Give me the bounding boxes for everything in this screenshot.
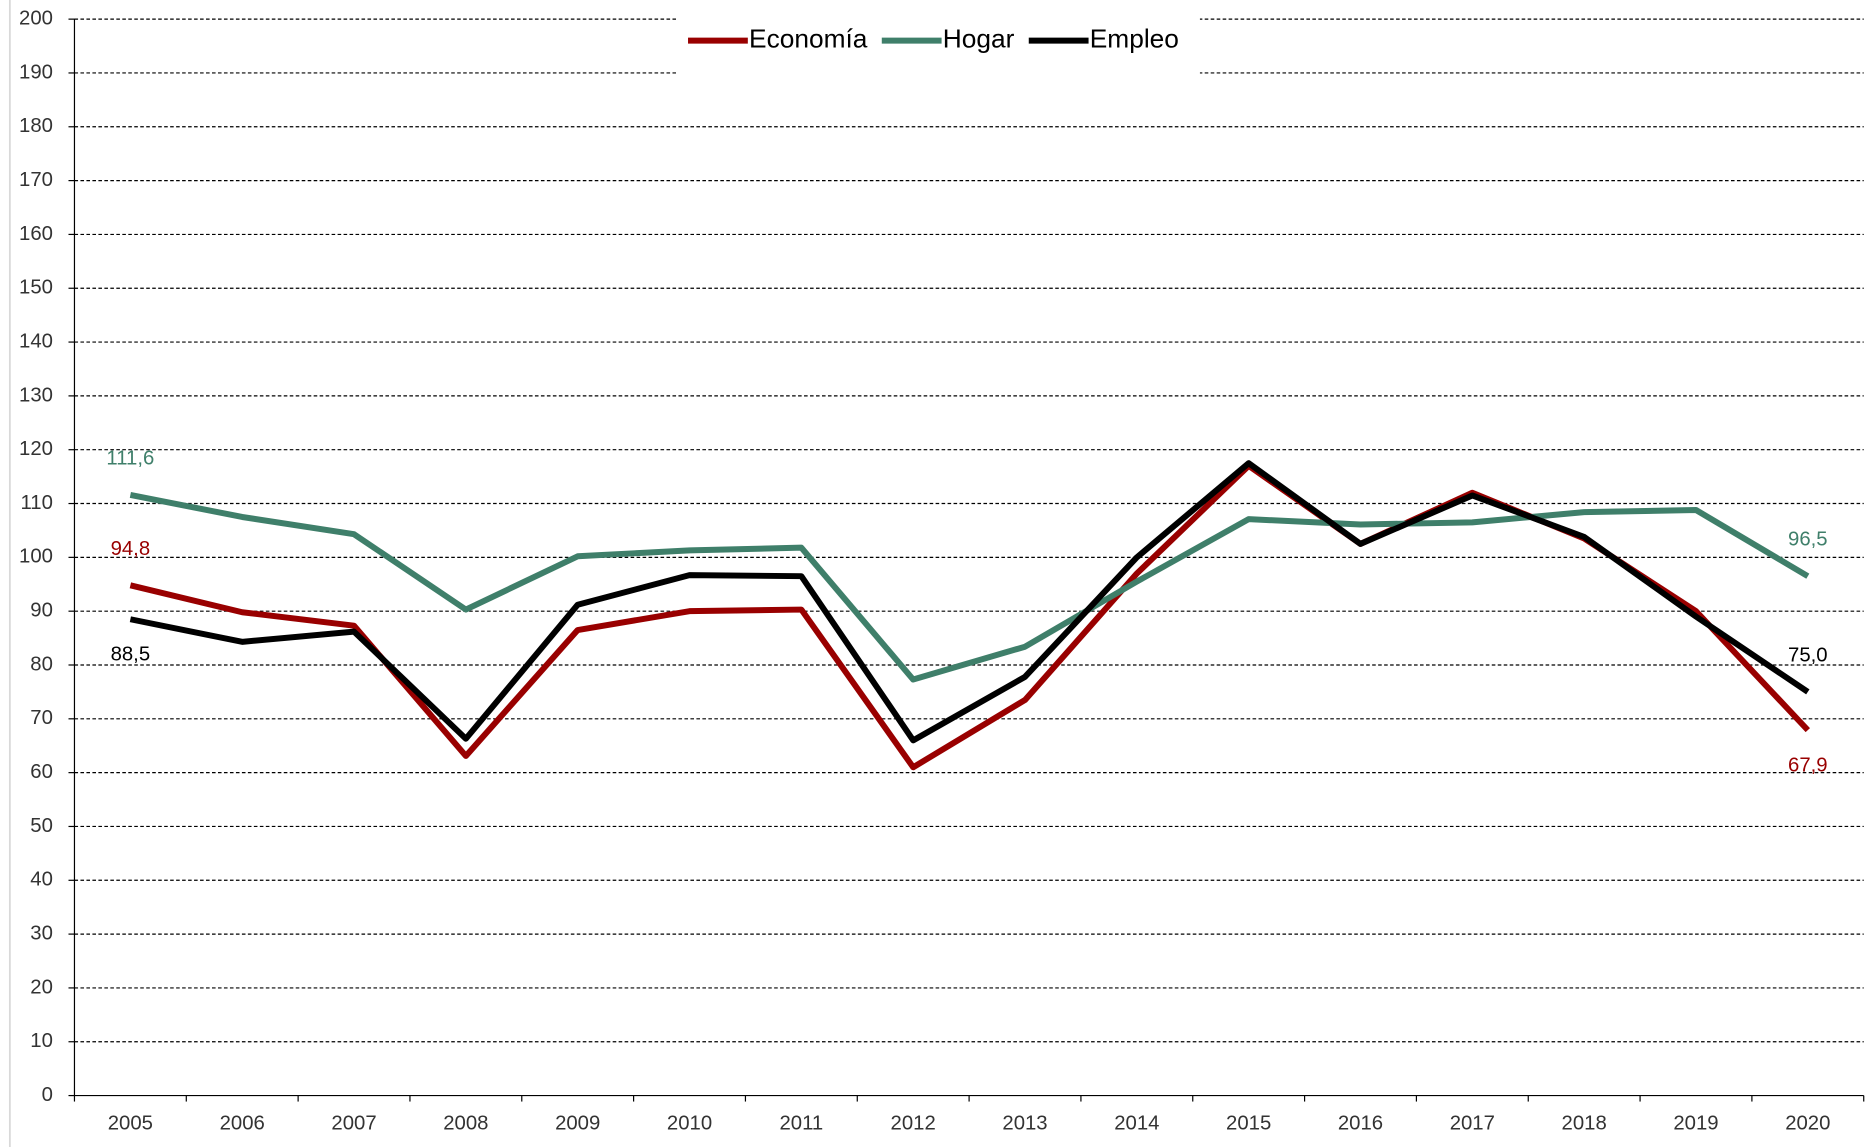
x-tick-label: 2015 bbox=[1226, 1113, 1271, 1135]
data-label: 75,0 bbox=[1788, 644, 1828, 666]
series-line bbox=[129, 491, 1810, 683]
y-tick-label: 40 bbox=[30, 869, 53, 891]
x-tick-label: 2013 bbox=[1002, 1113, 1047, 1135]
legend-box bbox=[676, 16, 1200, 75]
y-tick-label: 50 bbox=[30, 815, 53, 837]
legend-label: Economía bbox=[749, 24, 868, 54]
y-tick-label: 100 bbox=[19, 546, 53, 568]
y-tick-label: 140 bbox=[19, 330, 53, 352]
series-line bbox=[129, 460, 1810, 744]
x-tick-label: 2007 bbox=[331, 1113, 376, 1135]
y-tick-label: 10 bbox=[30, 1030, 53, 1052]
legend-label: Hogar bbox=[943, 24, 1015, 54]
x-tick-label: 2019 bbox=[1673, 1113, 1718, 1135]
x-tick-label: 2009 bbox=[555, 1113, 600, 1135]
y-tick-label: 60 bbox=[30, 761, 53, 783]
y-tick-label: 150 bbox=[19, 277, 53, 299]
x-tick-label: 2005 bbox=[108, 1113, 153, 1135]
data-label: 96,5 bbox=[1788, 529, 1828, 551]
data-label: 111,6 bbox=[106, 447, 154, 469]
y-tick-label: 70 bbox=[30, 707, 53, 729]
x-tick-label: 2017 bbox=[1450, 1113, 1495, 1135]
y-tick-label: 30 bbox=[30, 922, 53, 944]
x-tick-label: 2008 bbox=[443, 1113, 488, 1135]
x-tick-label: 2010 bbox=[667, 1113, 712, 1135]
data-label: 94,8 bbox=[111, 538, 151, 560]
y-tick-label: 200 bbox=[19, 8, 53, 30]
x-tick-label: 2016 bbox=[1338, 1113, 1383, 1135]
x-tick-label: 2012 bbox=[891, 1113, 936, 1135]
y-tick-label: 20 bbox=[30, 976, 53, 998]
y-tick-label: 180 bbox=[19, 115, 53, 137]
data-label: 88,5 bbox=[111, 644, 151, 666]
x-tick-label: 2014 bbox=[1114, 1113, 1159, 1135]
x-tick-label: 2006 bbox=[220, 1113, 265, 1135]
series-line bbox=[129, 462, 1810, 771]
legend: Economía Hogar Empleo bbox=[676, 16, 1200, 75]
y-tick-label: 90 bbox=[30, 600, 53, 622]
y-tick-label: 0 bbox=[42, 1084, 53, 1106]
y-tick-label: 170 bbox=[19, 169, 53, 191]
y-tick-label: 160 bbox=[19, 223, 53, 245]
y-tick-label: 130 bbox=[19, 384, 53, 406]
legend-label: Empleo bbox=[1090, 24, 1179, 54]
y-tick-label: 110 bbox=[21, 492, 53, 514]
data-label: 67,9 bbox=[1788, 754, 1828, 776]
y-tick-label: 80 bbox=[30, 653, 53, 675]
x-tick-label: 2018 bbox=[1562, 1113, 1607, 1135]
x-tick-label: 2011 bbox=[779, 1113, 823, 1135]
x-tick-label: 2020 bbox=[1785, 1113, 1830, 1135]
y-tick-label: 120 bbox=[19, 438, 53, 460]
y-tick-label: 190 bbox=[19, 61, 53, 83]
